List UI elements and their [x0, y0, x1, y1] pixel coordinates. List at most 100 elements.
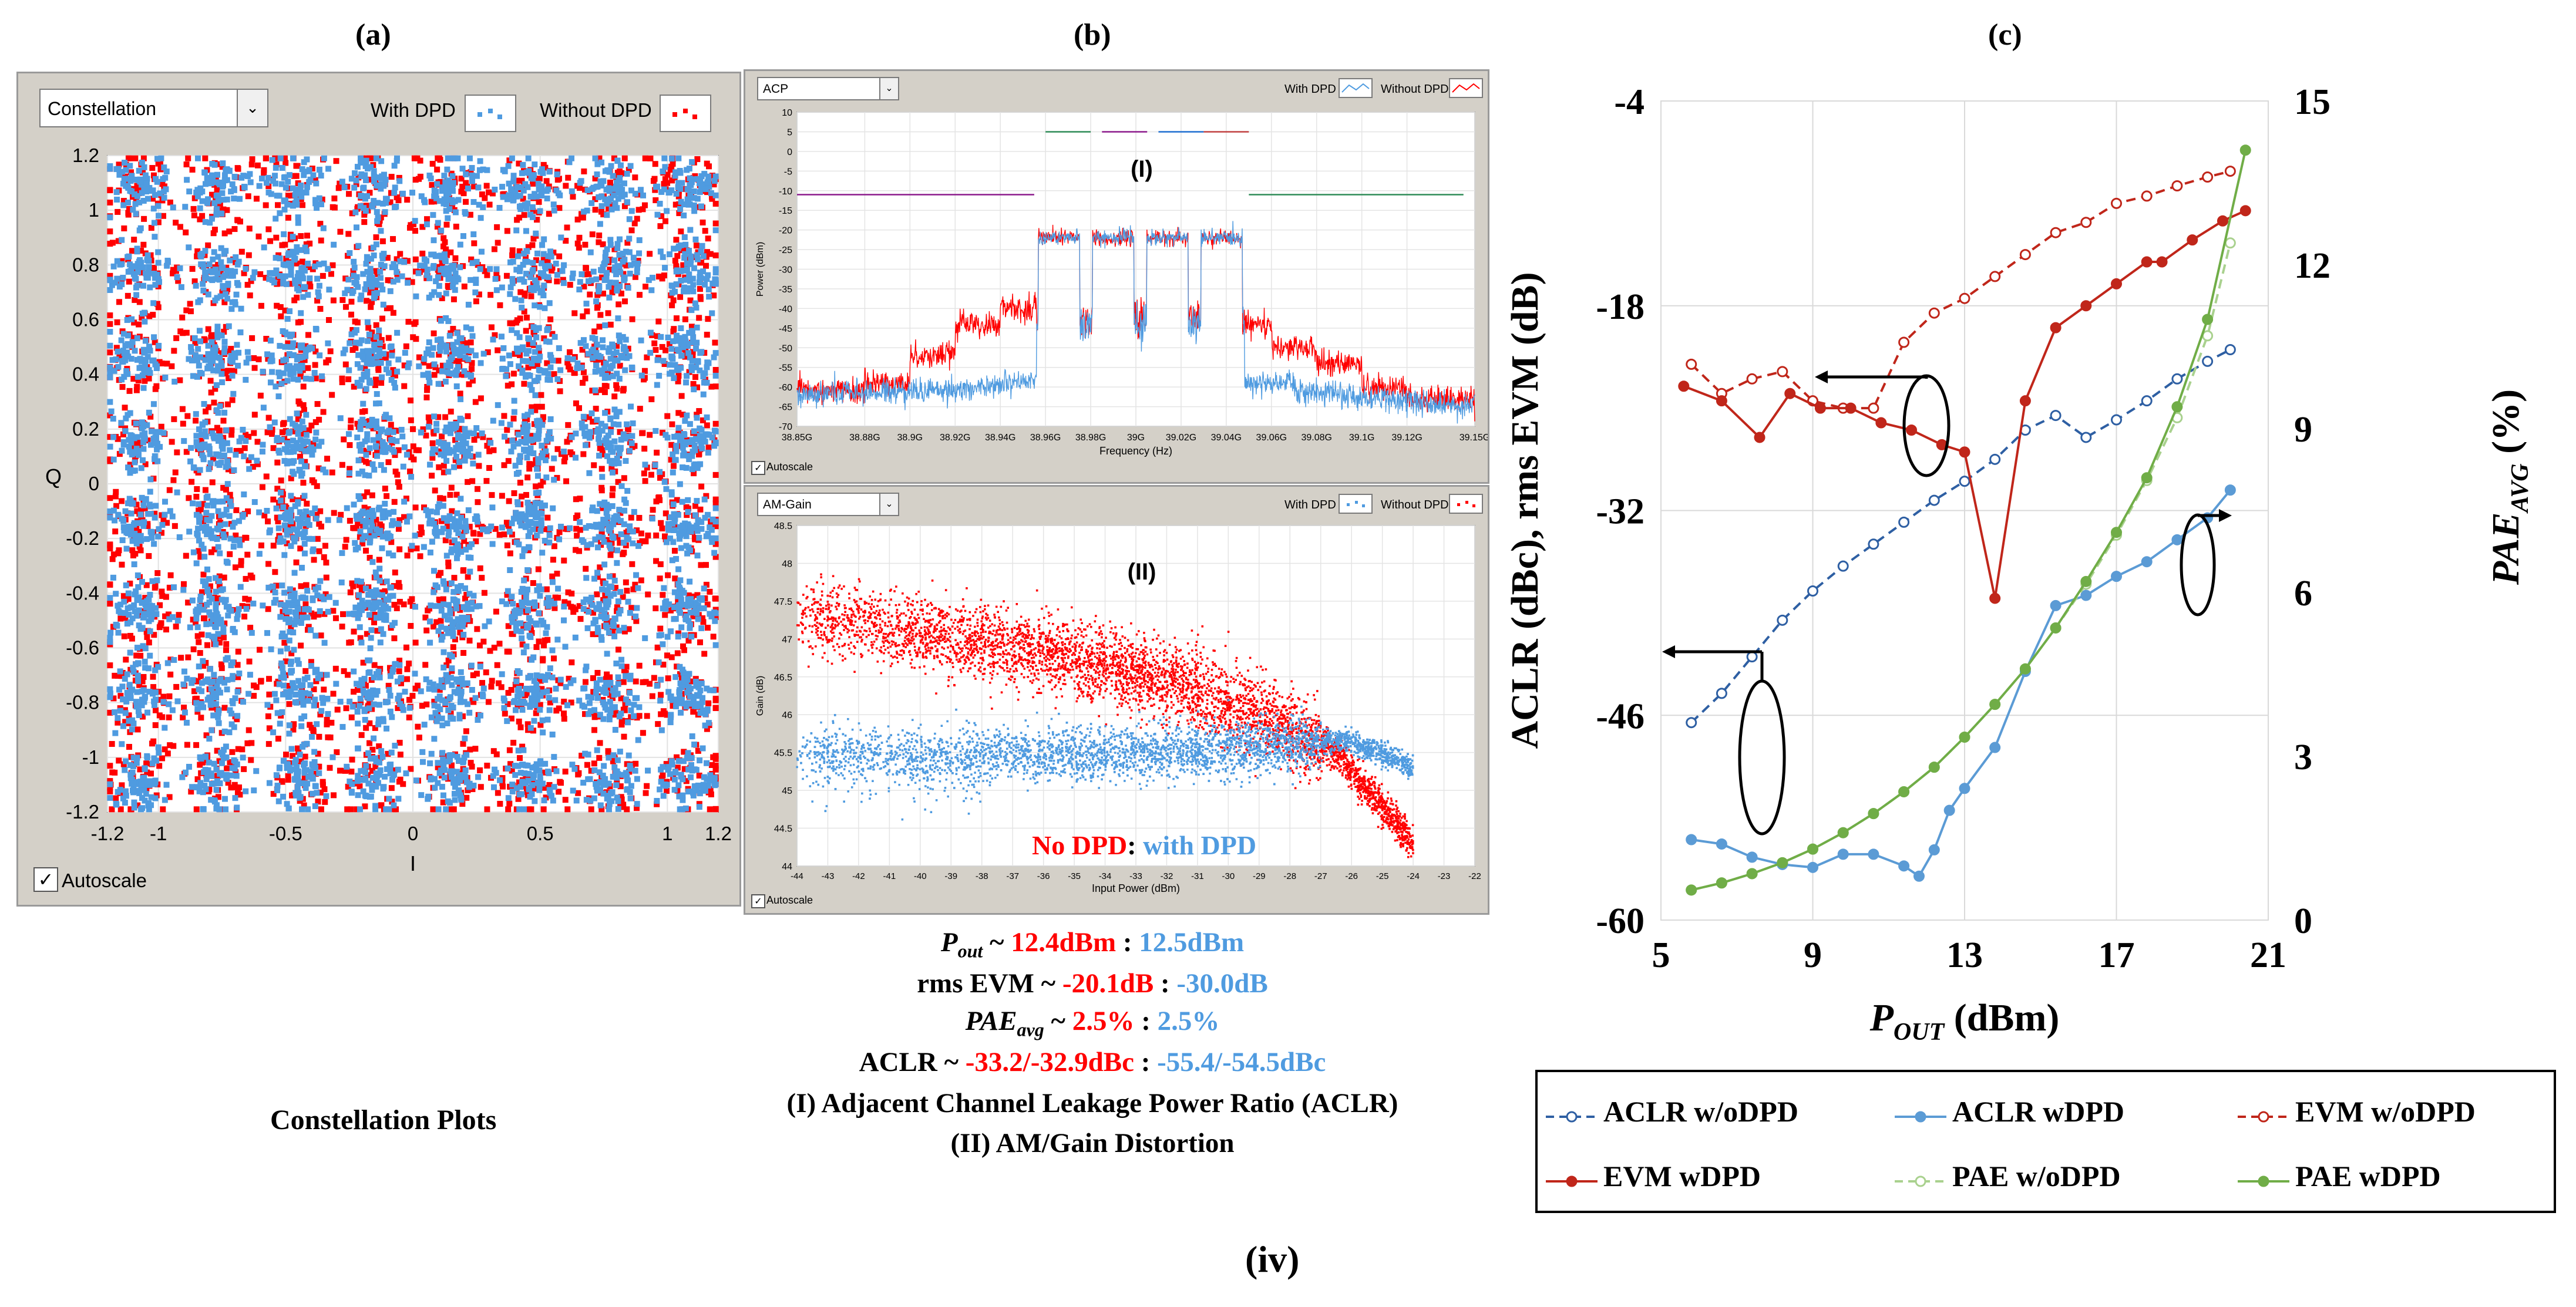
constellation-point	[122, 428, 129, 434]
constellation-point	[270, 445, 277, 452]
constellation-point	[506, 747, 513, 753]
constellation-point	[305, 365, 311, 371]
constellation-point	[247, 171, 253, 177]
constellation-point	[621, 550, 627, 556]
constellation-point	[214, 747, 220, 754]
constellation-point	[200, 789, 206, 796]
constellation-point	[469, 763, 475, 770]
constellation-point	[209, 634, 216, 640]
constellation-point	[114, 319, 120, 325]
constellation-point	[385, 682, 392, 689]
constellation-point	[107, 709, 113, 716]
constellation-point	[390, 552, 396, 558]
constellation-point	[320, 466, 327, 473]
constellation-point	[235, 746, 241, 752]
constellation-point	[391, 508, 397, 515]
constellation-point	[354, 806, 360, 813]
constellation-point	[153, 503, 159, 509]
constellation-point	[285, 340, 291, 346]
constellation-point	[647, 155, 654, 161]
constellation-plot-selector[interactable]: Constellation ⌄	[39, 89, 268, 127]
constellation-point	[285, 250, 292, 257]
constellation-point	[652, 161, 658, 167]
constellation-point	[460, 740, 466, 747]
constellation-point	[139, 688, 145, 695]
chevron-down-icon[interactable]: ⌄	[237, 90, 267, 126]
constellation-point	[355, 174, 362, 181]
constellation-point	[287, 416, 293, 422]
constellation-point	[456, 463, 462, 469]
constellation-point	[255, 356, 262, 363]
constellation-point	[113, 356, 119, 363]
constellation-point	[505, 437, 512, 444]
constellation-point	[403, 518, 410, 525]
constellation-point	[346, 470, 352, 476]
constellation-point	[202, 181, 208, 187]
constellation-point	[341, 436, 347, 443]
constellation-point	[257, 392, 264, 399]
constellation-point	[594, 292, 601, 298]
constellation-point	[302, 448, 308, 454]
constellation-point	[694, 432, 700, 438]
constellation-point	[281, 590, 288, 596]
constellation-point	[130, 271, 137, 277]
constellation-point	[147, 528, 154, 535]
constellation-point	[653, 498, 660, 505]
constellation-point	[134, 597, 140, 604]
constellation-point	[130, 720, 137, 727]
constellation-point	[391, 767, 398, 773]
constellation-point	[232, 564, 238, 571]
constellation-point	[107, 228, 113, 235]
constellation-point	[137, 356, 143, 362]
constellation-point	[309, 452, 315, 458]
constellation-point	[155, 260, 162, 266]
constellation-point	[194, 357, 201, 363]
constellation-point	[367, 176, 374, 183]
constellation-point	[208, 332, 215, 338]
constellation-point	[128, 687, 134, 693]
constellation-point	[107, 277, 113, 283]
constellation-point	[246, 355, 252, 362]
constellation-point	[119, 498, 125, 504]
constellation-point	[209, 269, 216, 275]
constellation-point	[214, 324, 221, 330]
constellation-point	[236, 671, 243, 677]
constellation-point	[147, 592, 153, 598]
constellation-point	[315, 799, 321, 805]
constellation-point	[265, 741, 272, 747]
constellation-point	[359, 681, 365, 687]
constellation-point	[416, 735, 422, 741]
constellation-point	[618, 722, 625, 728]
constellation-point	[128, 526, 134, 533]
constellation-point	[107, 163, 113, 169]
constellation-point	[305, 698, 312, 704]
constellation-point	[630, 586, 637, 592]
constellation-point	[654, 644, 661, 651]
constellation-point	[681, 647, 687, 654]
constellation-point	[298, 319, 304, 325]
constellation-point	[121, 225, 127, 232]
constellation-point	[506, 498, 512, 504]
constellation-point	[577, 616, 584, 622]
constellation-point	[107, 287, 113, 293]
constellation-point	[128, 510, 134, 517]
constellation-point	[468, 339, 474, 346]
constellation-point	[396, 584, 403, 590]
constellation-point	[303, 432, 310, 438]
constellation-point	[375, 716, 382, 723]
constellation-point	[273, 234, 280, 241]
constellation-point	[327, 764, 333, 771]
constellation-point	[179, 314, 186, 321]
constellation-point	[392, 661, 399, 667]
constellation-point	[171, 348, 177, 354]
constellation-point	[200, 442, 206, 448]
constellation-point	[220, 274, 227, 280]
constellation-point	[208, 797, 214, 803]
constellation-point	[294, 440, 300, 446]
constellation-point	[141, 164, 147, 170]
constellation-point	[291, 449, 297, 455]
constellation-point	[582, 241, 588, 248]
constellation-point	[351, 501, 357, 508]
constellation-point	[217, 210, 224, 217]
constellation-point	[358, 639, 365, 646]
